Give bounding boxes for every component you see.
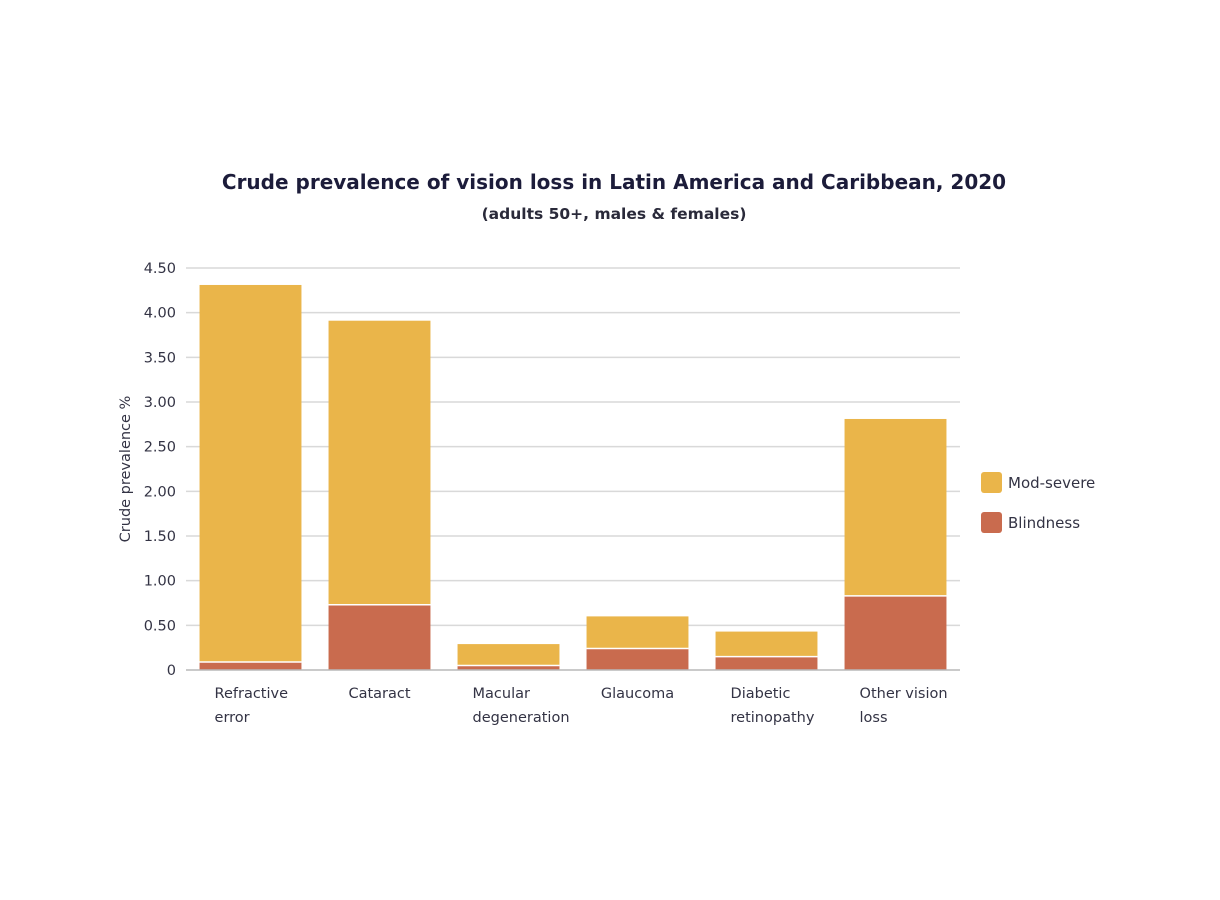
- x-tick-label: loss: [860, 710, 888, 726]
- bar-mod-severe: [328, 320, 431, 605]
- y-tick-label: 3.50: [144, 350, 176, 366]
- y-tick-label: 2.50: [144, 440, 176, 456]
- bar-mod-severe: [715, 631, 818, 657]
- x-tick-label: Macular: [473, 686, 530, 702]
- y-tick-label: 2.00: [144, 484, 176, 500]
- x-tick-label: degeneration: [473, 710, 570, 726]
- legend-swatch-blindness: [981, 512, 1002, 533]
- y-tick-label: 0: [167, 663, 176, 679]
- x-tick-label: Cataract: [348, 686, 410, 702]
- x-axis-ticks: Refractive error Cataract Macular degenerati…: [186, 669, 960, 726]
- y-axis-label: Crude prevalence %: [118, 396, 134, 543]
- x-tick-label: Other vision: [860, 686, 948, 702]
- y-tick-label: 3.00: [144, 395, 176, 411]
- chart-subtitle: (adults 50+, males & females): [482, 205, 747, 223]
- bar-mod-severe: [199, 284, 302, 662]
- grid-lines: [186, 267, 960, 627]
- y-tick-label: 4.50: [144, 261, 176, 277]
- bar-blindness: [328, 604, 431, 670]
- y-tick-label: 1.50: [144, 529, 176, 545]
- y-tick-label: 0.50: [144, 618, 176, 634]
- y-tick-label: 1.00: [144, 574, 176, 590]
- x-tick-label: Glaucoma: [601, 686, 674, 702]
- x-tick-label: retinopathy: [731, 710, 815, 726]
- bar-blindness: [586, 648, 689, 670]
- bar-blindness: [457, 665, 560, 670]
- bar-mod-severe: [586, 616, 689, 649]
- x-tick-label: Diabetic: [731, 686, 791, 702]
- x-tick-label: error: [215, 710, 250, 726]
- y-tick-label: 4.00: [144, 306, 176, 322]
- bar-blindness: [199, 661, 302, 670]
- bar-mod-severe: [457, 644, 560, 666]
- bar-mod-severe: [844, 418, 947, 596]
- legend-label: Blindness: [1008, 514, 1080, 532]
- chart-title: Crude prevalence of vision loss in Latin…: [222, 170, 1006, 194]
- legend: Mod-severe Blindness: [981, 472, 1095, 533]
- bar-blindness: [715, 656, 818, 670]
- legend-label: Mod-severe: [1008, 474, 1095, 492]
- x-tick-label: Refractive: [215, 686, 289, 702]
- legend-swatch-mod-severe: [981, 472, 1002, 493]
- y-axis-ticks: 0 0.50 1.00 1.50 2.00 2.50 3.00 3.50 4.00 4.50: [144, 261, 176, 679]
- bars: [199, 284, 947, 670]
- bar-blindness: [844, 595, 947, 670]
